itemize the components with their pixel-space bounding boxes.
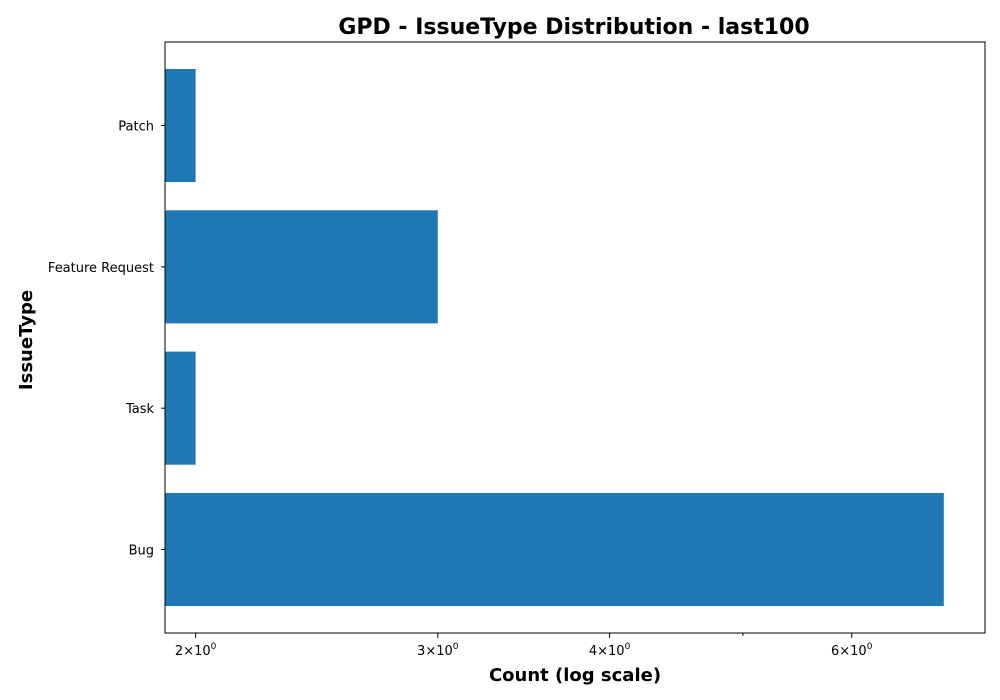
bar-patch — [165, 68, 196, 183]
bar-bug — [165, 492, 944, 607]
x-tick-label: 6×100 — [831, 642, 873, 659]
plot-frame — [164, 41, 986, 634]
y-tick-label: Task — [125, 402, 155, 417]
x-tick-label: 3×100 — [417, 642, 459, 659]
bar-task — [165, 351, 196, 465]
bars-layer — [165, 68, 944, 607]
bar-feature-request — [165, 210, 438, 324]
x-tick-label: 4×100 — [589, 642, 631, 659]
y-axis-ticks: Bug Task Feature Request Patch — [48, 120, 165, 559]
y-tick-label: Feature Request — [48, 261, 154, 276]
chart-title: GPD - IssueType Distribution - last100 — [338, 15, 809, 40]
y-tick-label: Bug — [129, 544, 154, 559]
y-axis-label: IssueType — [16, 290, 37, 390]
x-axis-label: Count (log scale) — [489, 665, 661, 686]
y-tick-label: Patch — [118, 120, 154, 135]
x-tick-label: 2×100 — [175, 642, 217, 659]
x-axis-ticks: 2×100 3×100 4×100 6×100 — [175, 633, 873, 659]
